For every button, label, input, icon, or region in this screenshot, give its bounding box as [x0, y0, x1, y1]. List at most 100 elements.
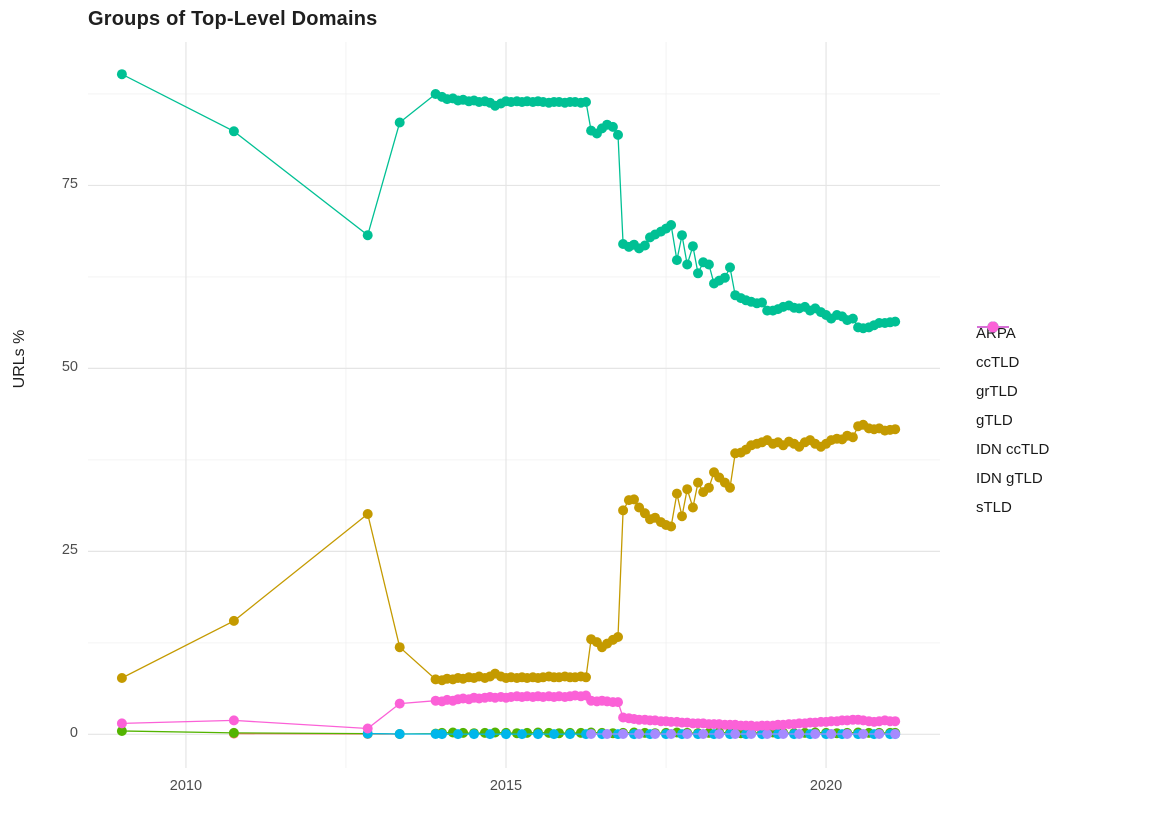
data-point: [666, 521, 677, 532]
data-point: [794, 729, 805, 739]
data-point: [618, 729, 629, 739]
data-point: [394, 729, 405, 739]
data-point: [671, 488, 682, 499]
legend-label: IDN ccTLD: [976, 441, 1050, 458]
legend-label: ccTLD: [976, 354, 1020, 371]
data-point: [847, 313, 858, 324]
data-point: [890, 316, 901, 327]
data-point: [890, 729, 901, 739]
y-tick-label: 75: [61, 176, 78, 193]
data-point: [581, 672, 591, 683]
data-point: [602, 729, 613, 739]
data-point: [687, 241, 698, 252]
data-point: [682, 729, 693, 739]
data-point: [703, 482, 714, 493]
data-point: [533, 729, 543, 740]
data-point: [586, 729, 597, 739]
series-line: [121, 73, 896, 329]
data-point: [890, 716, 901, 727]
data-point: [847, 432, 858, 443]
legend-key-icon: [977, 321, 1009, 333]
legend-item-stld: sTLD: [976, 321, 1049, 522]
data-point: [677, 511, 687, 522]
data-point: [671, 255, 682, 266]
x-tick-label: 2010: [169, 778, 203, 794]
legend-item-grtld: grTLD: [976, 321, 1049, 406]
legend-item-idn-gtld: IDN gTLD: [976, 321, 1049, 493]
legend-label: sTLD: [976, 499, 1012, 516]
data-point: [639, 240, 650, 251]
data-point: [394, 642, 405, 653]
data-point: [116, 726, 127, 736]
data-point: [618, 505, 629, 516]
data-point: [581, 97, 591, 107]
legend-item-gtld: gTLD: [976, 321, 1049, 435]
series-idn-gtld: [586, 729, 901, 739]
legend-label: grTLD: [976, 383, 1018, 400]
data-point: [116, 69, 127, 80]
data-point: [714, 729, 725, 739]
data-point: [394, 698, 405, 709]
y-tick-label: 50: [61, 359, 78, 376]
data-point: [394, 117, 405, 128]
data-point: [757, 297, 767, 308]
data-point: [362, 230, 373, 241]
data-point: [666, 220, 677, 230]
data-point: [778, 729, 789, 739]
data-point: [842, 729, 853, 739]
data-point: [719, 272, 730, 283]
data-point: [437, 729, 447, 740]
data-point: [228, 727, 239, 738]
data-point: [890, 424, 901, 435]
legend: ARPA ccTLD grTLD gTLD IDN ccTLD IDN gTLD sTLD: [976, 319, 1049, 522]
data-point: [693, 268, 703, 279]
data-point: [362, 723, 373, 734]
data-point: [501, 729, 511, 740]
legend-item-idn-cctld: IDN ccTLD: [976, 321, 1050, 464]
data-point: [682, 259, 693, 270]
data-point: [485, 729, 495, 740]
data-point: [874, 729, 885, 739]
data-point: [228, 715, 239, 726]
data-point: [730, 729, 741, 739]
data-point: [666, 729, 677, 739]
data-point: [810, 729, 821, 739]
data-point: [703, 259, 714, 270]
data-point: [613, 697, 623, 708]
legend-label: ARPA: [976, 325, 1016, 342]
y-tick-label: 0: [69, 725, 78, 742]
series-stld: [116, 690, 901, 734]
data-point: [613, 632, 623, 642]
legend-item-cctld: ccTLD: [976, 321, 1049, 377]
data-point: [698, 729, 709, 739]
data-point: [228, 615, 239, 626]
data-point: [549, 729, 559, 740]
series-cctld: [116, 419, 901, 686]
data-point: [725, 482, 735, 493]
data-point: [362, 509, 373, 519]
data-point: [116, 673, 127, 683]
data-point: [453, 729, 463, 740]
data-point: [517, 729, 527, 740]
legend-label: gTLD: [976, 412, 1013, 429]
x-tick-label: 2015: [489, 778, 523, 794]
data-point: [607, 121, 618, 132]
series-line: [121, 424, 896, 681]
data-point: [725, 262, 735, 273]
data-point: [650, 729, 661, 739]
data-point: [565, 729, 575, 740]
data-point: [613, 129, 623, 140]
data-point: [858, 729, 869, 739]
x-tick-label: 2020: [809, 778, 843, 794]
data-point: [634, 729, 645, 739]
series-gtld: [116, 69, 901, 334]
data-point: [469, 729, 479, 740]
data-point: [682, 484, 693, 495]
data-point: [693, 477, 703, 488]
data-point: [228, 126, 239, 137]
y-tick-label: 25: [61, 542, 78, 559]
data-point: [762, 729, 773, 739]
data-point: [826, 729, 837, 739]
